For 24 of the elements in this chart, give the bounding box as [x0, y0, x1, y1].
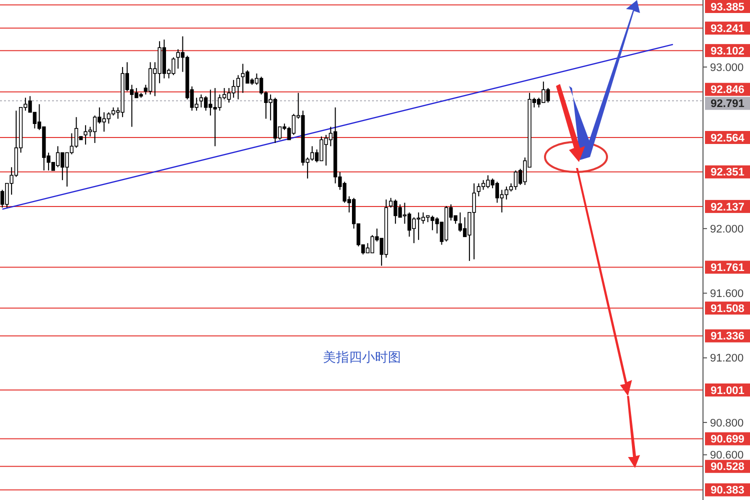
- candlestick: [476, 182, 481, 197]
- ref-line-label: 91.336: [710, 330, 744, 343]
- ref-line-label: 93.385: [710, 1, 744, 14]
- y-tick-label: 90.600: [710, 450, 744, 462]
- ref-line-label: 92.791: [710, 98, 744, 110]
- y-tick-label: 90.800: [710, 417, 744, 430]
- candlestick: [199, 94, 204, 108]
- ref-line-label: 90.383: [710, 484, 744, 497]
- ref-line-label: 92.846: [710, 84, 744, 96]
- ref-line-label: 93.102: [710, 45, 744, 58]
- y-tick-label: 93.000: [710, 62, 744, 74]
- ref-line-label: 91.761: [710, 262, 744, 274]
- ref-line-label: 93.241: [710, 22, 744, 35]
- ref-line-label: 90.699: [710, 434, 744, 446]
- ref-line-label: 92.564: [710, 132, 746, 144]
- y-tick-label: 92.000: [710, 223, 744, 236]
- ref-line-label: 91.508: [710, 302, 744, 315]
- ref-line-label: 90.528: [710, 461, 744, 474]
- ref-line-label: 92.351: [710, 166, 744, 179]
- y-tick-label: 91.600: [710, 288, 744, 300]
- y-tick-label: 91.200: [710, 352, 744, 365]
- ref-line-label: 92.137: [710, 201, 744, 214]
- annotation: 美指四小时图: [323, 350, 401, 365]
- ref-line-label: 91.001: [710, 384, 744, 397]
